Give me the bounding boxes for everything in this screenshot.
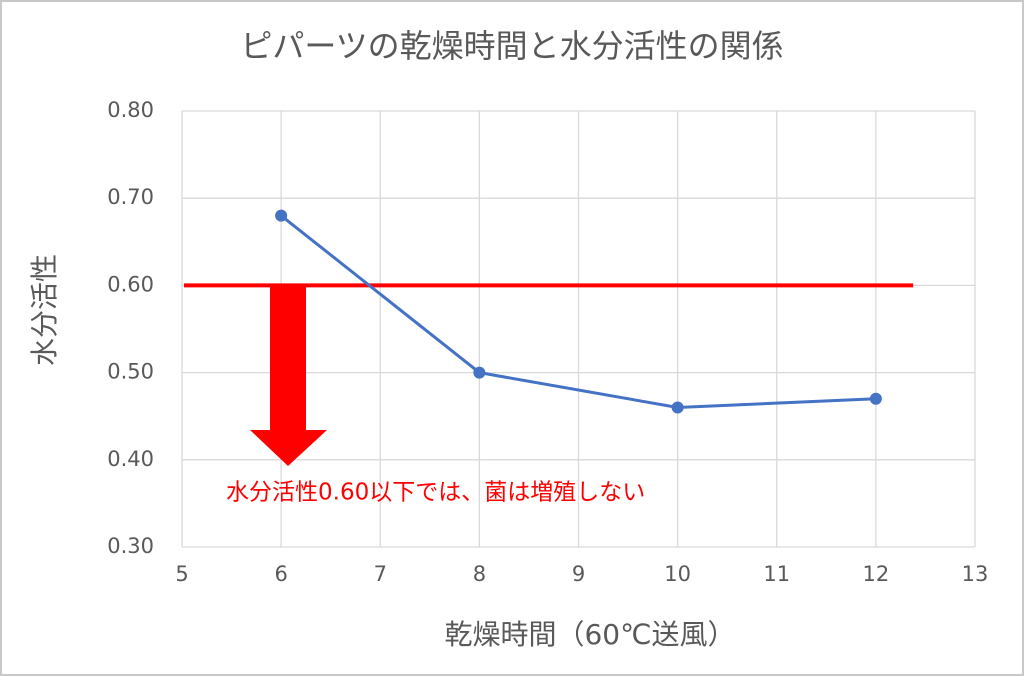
- x-tick-label: 8: [473, 562, 486, 586]
- x-tick-label: 9: [572, 562, 585, 586]
- y-tick-label: 0.60: [107, 272, 154, 296]
- x-tick-label: 13: [962, 562, 989, 586]
- x-tick-label: 11: [763, 562, 790, 586]
- y-tick-label: 0.30: [107, 534, 154, 558]
- data-point: [473, 366, 486, 379]
- annotation: 水分活性0.60以下では、菌は増殖しない: [226, 480, 645, 506]
- x-tick-label: 5: [175, 562, 188, 586]
- x-axis-label: 乾燥時間（60℃送風）: [444, 618, 735, 651]
- x-tick-label: 10: [664, 562, 691, 586]
- y-tick-label: 0.80: [107, 98, 154, 122]
- y-axis-label: 水分活性: [28, 254, 61, 366]
- x-tick-label: 7: [374, 562, 387, 586]
- x-tick-label: 12: [863, 562, 890, 586]
- x-tick-label: 6: [274, 562, 287, 586]
- y-tick-label: 0.50: [107, 360, 154, 384]
- arrow: [250, 285, 327, 466]
- y-tick-label: 0.40: [107, 447, 154, 471]
- y-tick-label: 0.70: [107, 185, 154, 209]
- data-point: [671, 401, 684, 414]
- data-point: [275, 209, 288, 222]
- chart-title: ピパーツの乾燥時間と水分活性の関係: [240, 27, 783, 65]
- series-line: [280, 214, 876, 409]
- data-point: [869, 392, 882, 405]
